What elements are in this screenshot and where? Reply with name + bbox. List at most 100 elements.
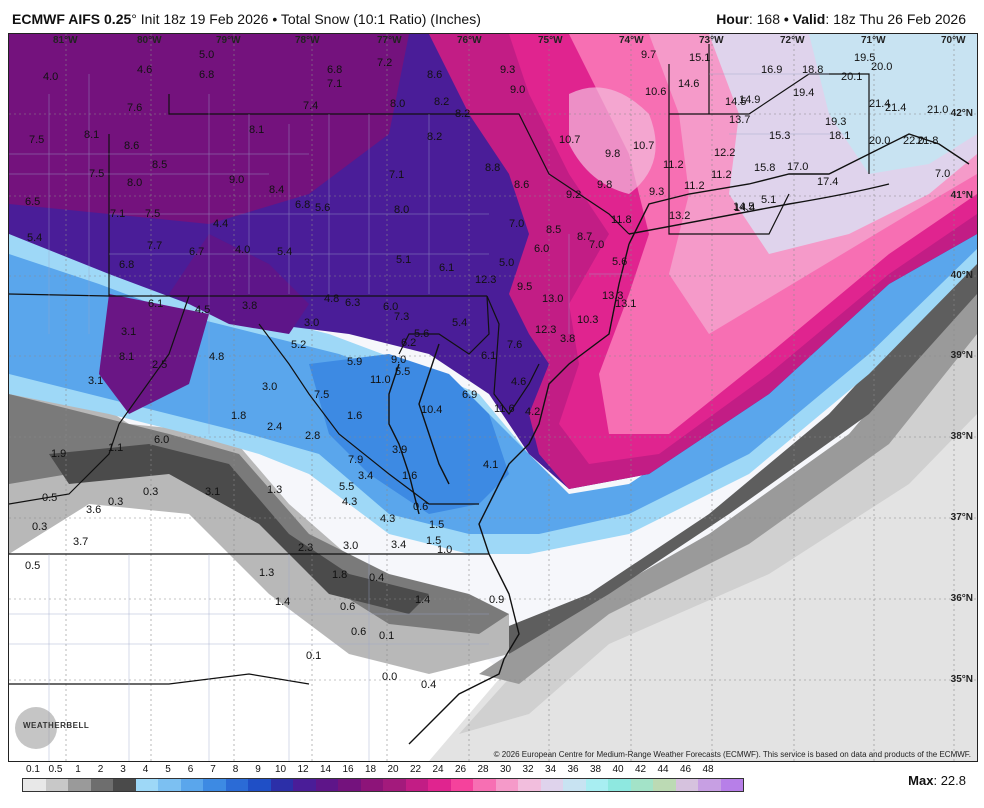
snow-total-value: 7.3 (394, 311, 410, 323)
scale-tick-label: 44 (657, 764, 669, 775)
snow-total-value: 8.4 (269, 184, 285, 196)
snow-total-value: 3.1 (205, 486, 221, 498)
snow-total-value: 19.5 (854, 52, 876, 64)
snow-total-value: 5.0 (199, 49, 215, 61)
snow-total-value: 1.3 (267, 484, 283, 496)
snow-total-value: 9.5 (517, 281, 533, 293)
snow-total-value: 4.6 (511, 376, 527, 388)
snow-total-value: 6.8 (199, 69, 215, 81)
scale-tick-label: 3 (120, 764, 126, 775)
scale-tick-label: 2 (97, 764, 104, 775)
snow-total-value: 0.3 (108, 496, 124, 508)
snow-total-value: 4.8 (209, 351, 225, 363)
snow-total-value: 4.4 (213, 218, 229, 230)
snow-total-value: 9.0 (229, 174, 245, 186)
product-name: Total Snow (10:1 Ratio) (Inches) (280, 11, 481, 27)
snow-total-value: 22.0 (903, 135, 925, 147)
snow-total-value: 7.9 (348, 454, 364, 466)
snow-total-value: 4.3 (380, 513, 396, 525)
snow-total-value: 8.0 (390, 98, 406, 110)
scale-swatch (630, 779, 653, 791)
snow-total-value: 19.4 (793, 87, 815, 99)
logo-text: WEATHERBELL (23, 721, 90, 730)
scale-tick-label: 26 (454, 764, 467, 775)
color-scale: 0.1 0.5 1 2 3 4 5 6 7 8 9 10 12 14 16 18 20 22 24 26 28 30 32 3… (22, 764, 744, 792)
scale-tick-label: 22 (409, 764, 422, 775)
snow-total-value: 8.2 (434, 96, 450, 108)
copyright-notice: © 2026 European Centre for Medium-Range … (493, 750, 971, 759)
snow-total-value: 11.2 (711, 169, 732, 181)
snow-total-value: 21.4 (869, 98, 891, 110)
scale-swatch (158, 779, 181, 791)
snow-total-value: 3.0 (343, 540, 359, 552)
snow-total-value: 5.6 (612, 256, 628, 268)
snow-total-value: 17.0 (787, 161, 809, 173)
snow-total-value: 3.4 (391, 539, 407, 551)
snow-total-value: 6.1 (439, 262, 455, 274)
snow-total-value: 1.0 (437, 544, 453, 556)
snow-total-value: 20.0 (869, 135, 891, 147)
snow-total-value: 7.5 (89, 168, 105, 180)
snow-total-value: 9.7 (641, 49, 657, 61)
scale-swatch (113, 779, 136, 791)
init-time: Init 18z 19 Feb 2026 (136, 11, 269, 27)
snow-total-value: 0.1 (306, 650, 322, 662)
snow-total-value: 8.5 (152, 159, 168, 171)
color-scale-bar (22, 778, 744, 792)
scale-swatch (90, 779, 113, 791)
snow-total-value: 2.8 (305, 430, 321, 442)
snow-total-value: 7.1 (110, 208, 126, 220)
scale-swatch (68, 779, 91, 791)
snow-total-value: 0.5 (25, 560, 41, 572)
snow-total-value: 7.5 (145, 208, 161, 220)
snow-total-value: 14.9 (739, 94, 761, 106)
snow-total-value: 9.3 (649, 186, 665, 198)
snowfall-map[interactable]: 81°W 80°W 79°W 78°W 77°W 76°W 75°W 74°W … (8, 33, 978, 762)
snowfall-shading (9, 34, 977, 761)
scale-swatch (293, 779, 316, 791)
scale-swatch (585, 779, 608, 791)
snow-total-value: 0.3 (143, 486, 159, 498)
snow-total-value: 8.2 (427, 131, 443, 143)
snow-total-value: 1.5 (429, 519, 445, 531)
snow-total-value: 10.3 (577, 314, 599, 326)
scale-swatch (495, 779, 518, 791)
scale-swatch (563, 779, 586, 791)
snow-total-value: 5.6 (315, 202, 331, 214)
scale-tick-label: 6 (187, 764, 194, 775)
snow-total-value: 10.7 (633, 140, 655, 152)
snow-total-value: 7.2 (377, 57, 393, 69)
scale-swatch (653, 779, 676, 791)
snow-total-value: 5.1 (761, 194, 777, 206)
snow-total-value: 12.2 (714, 147, 736, 159)
snow-total-value: 6.0 (383, 301, 399, 313)
snow-total-value: 4.5 (195, 304, 211, 316)
scale-tick-label: 48 (702, 764, 714, 775)
snow-total-value: 17.4 (817, 176, 839, 188)
scale-swatch (248, 779, 271, 791)
lat-label: 40°N (950, 270, 973, 281)
scale-tick-label: 0.1 (26, 764, 40, 775)
snow-total-value: 8.1 (249, 124, 265, 136)
lon-label: 80°W (137, 35, 162, 46)
snow-total-value: 5.4 (277, 246, 293, 258)
snow-total-value: 0.6 (340, 601, 356, 613)
snow-total-value: 14.5 (725, 96, 747, 108)
lat-label: 42°N (950, 108, 973, 119)
snow-total-value: 0.9 (489, 594, 505, 606)
snow-total-value: 10.4 (421, 404, 443, 416)
snow-total-value: 6.1 (481, 350, 497, 362)
snow-total-value: 1.9 (51, 448, 67, 460)
scale-tick-label: 5 (165, 764, 171, 775)
snow-total-value: 3.9 (392, 444, 408, 456)
snow-total-value: 1.5 (426, 535, 442, 547)
snow-total-value: 9.8 (605, 148, 621, 160)
snow-total-value: 16.9 (761, 64, 783, 76)
scale-swatch (473, 779, 496, 791)
degree-symbol: ° (131, 11, 137, 27)
snow-total-value: 5.0 (499, 257, 515, 269)
snow-total-value: 3.4 (358, 470, 374, 482)
lon-label: 76°W (457, 35, 482, 46)
lon-label: 75°W (538, 35, 563, 46)
scale-swatch (180, 779, 203, 791)
